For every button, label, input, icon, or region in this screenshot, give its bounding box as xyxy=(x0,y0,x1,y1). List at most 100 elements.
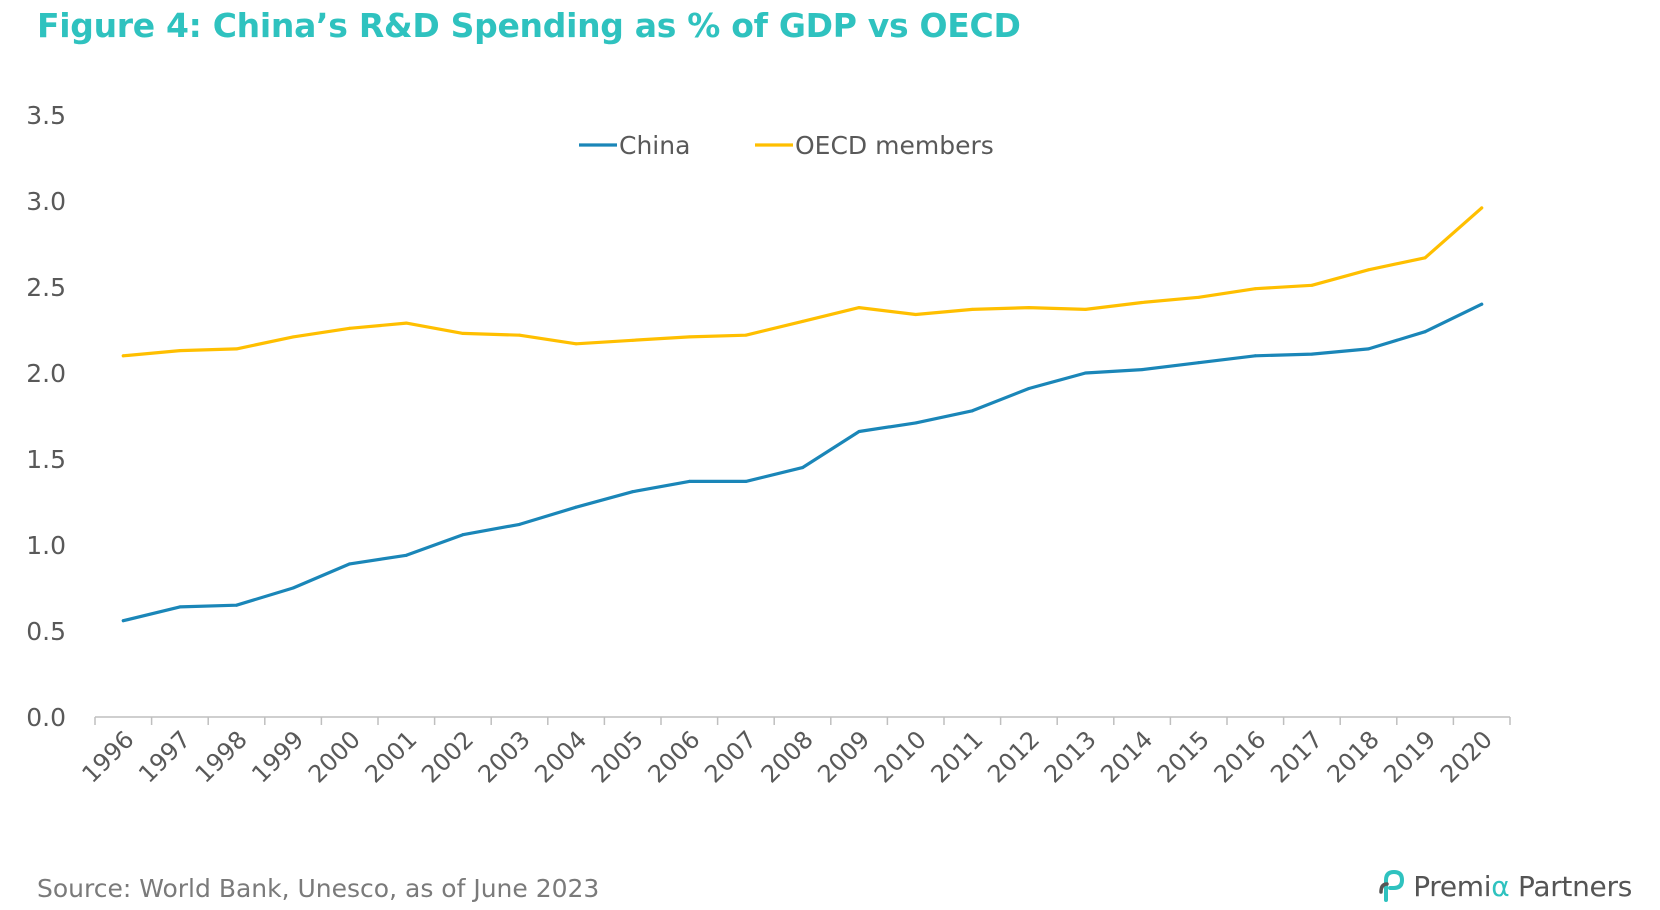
data-point-oecd xyxy=(574,342,578,346)
data-point-oecd xyxy=(744,333,748,337)
x-tick-label: 2016 xyxy=(1209,725,1272,788)
data-point-oecd xyxy=(1140,300,1144,304)
brand-name-accent: α xyxy=(1491,869,1510,903)
x-tick-label: 2010 xyxy=(869,725,932,788)
data-point-oecd xyxy=(404,321,408,325)
data-point-oecd xyxy=(970,307,974,311)
data-point-china xyxy=(235,603,238,607)
data-point-oecd xyxy=(1367,268,1370,272)
data-point-oecd xyxy=(801,319,804,323)
x-tick-label: 1996 xyxy=(77,725,140,788)
y-tick-label: 1.5 xyxy=(26,445,66,474)
y-tick-label: 0.5 xyxy=(26,617,66,646)
data-point-china xyxy=(1310,352,1314,356)
x-tick-label: 2004 xyxy=(529,725,592,788)
data-point-oecd xyxy=(1027,306,1031,310)
data-point-oecd xyxy=(914,313,918,317)
data-point-oecd xyxy=(687,335,691,339)
series-line-china xyxy=(121,302,1484,623)
data-point-oecd xyxy=(857,306,861,310)
data-point-china xyxy=(631,490,635,494)
series-lines xyxy=(121,206,1484,623)
data-point-china xyxy=(744,479,748,483)
data-point-oecd xyxy=(1197,295,1201,299)
data-point-oecd xyxy=(631,338,635,342)
data-point-china xyxy=(1480,302,1484,306)
data-point-china xyxy=(1084,371,1087,375)
x-tick-label: 1998 xyxy=(190,725,253,788)
chart-title: Figure 4: China’s R&D Spending as % of G… xyxy=(37,6,1021,45)
x-tick-label: 2014 xyxy=(1095,725,1158,788)
data-point-oecd xyxy=(348,326,352,330)
data-point-china xyxy=(348,562,352,566)
y-tick-label: 2.5 xyxy=(26,273,66,302)
x-tick-label: 2019 xyxy=(1378,725,1441,788)
data-point-oecd xyxy=(1253,287,1257,291)
x-tick-label: 2018 xyxy=(1322,725,1385,788)
data-point-china xyxy=(1423,330,1427,334)
data-point-china xyxy=(291,586,295,590)
data-point-oecd xyxy=(1480,206,1484,210)
data-point-china xyxy=(461,533,465,537)
x-tick-label: 2008 xyxy=(756,725,819,788)
data-point-china xyxy=(1253,354,1257,358)
x-tick-label: 2009 xyxy=(812,725,875,788)
data-point-oecd xyxy=(121,354,125,358)
data-point-oecd xyxy=(178,349,182,353)
brand-name: Premiα Partners xyxy=(1413,870,1632,903)
x-tick-label: 1999 xyxy=(246,725,309,788)
data-point-china xyxy=(857,429,861,433)
x-tick-label: 1997 xyxy=(133,725,196,788)
data-point-oecd xyxy=(291,335,295,339)
data-point-china xyxy=(970,409,974,413)
x-tick-label: 2013 xyxy=(1039,725,1102,788)
y-tick-label: 3.5 xyxy=(26,101,66,130)
source-note: Source: World Bank, Unesco, as of June 2… xyxy=(37,874,600,903)
x-axis: 1996199719981999200020012002200320042005… xyxy=(77,716,1511,788)
data-point-oecd xyxy=(235,347,238,351)
data-point-china xyxy=(121,619,125,623)
x-tick-label: 2017 xyxy=(1265,725,1328,788)
x-tick-label: 2001 xyxy=(360,725,423,788)
data-point-china xyxy=(1197,361,1201,365)
x-tick-label: 2006 xyxy=(643,725,706,788)
data-point-china xyxy=(178,605,182,609)
data-point-oecd xyxy=(461,331,465,335)
data-point-china xyxy=(801,466,804,470)
data-point-oecd xyxy=(1423,256,1427,260)
line-chart: 0.0 0.5 1.0 1.5 2.0 2.5 3.0 3.5 199619971998199… xyxy=(26,101,1511,788)
data-point-china xyxy=(1140,368,1144,372)
x-tick-label: 2000 xyxy=(303,725,366,788)
data-point-china xyxy=(404,553,408,557)
data-point-china xyxy=(1027,386,1031,390)
y-tick-label: 0.0 xyxy=(26,703,66,732)
y-tick-label: 1.0 xyxy=(26,531,66,560)
data-point-china xyxy=(914,421,918,425)
y-axis-ticks: 0.0 0.5 1.0 1.5 2.0 2.5 3.0 3.5 xyxy=(26,101,66,732)
legend-label: OECD members xyxy=(795,131,994,160)
x-tick-label: 2003 xyxy=(473,725,536,788)
data-point-china xyxy=(1367,347,1370,351)
data-point-china xyxy=(518,522,521,526)
x-tick-label: 2011 xyxy=(926,725,989,788)
x-tick-label: 2012 xyxy=(982,725,1045,788)
data-point-oecd xyxy=(1310,283,1314,287)
brand-logo: Premiα Partners xyxy=(1377,868,1632,904)
data-point-oecd xyxy=(518,333,521,337)
x-tick-label: 2020 xyxy=(1435,725,1498,788)
y-tick-label: 2.0 xyxy=(26,359,66,388)
data-point-oecd xyxy=(1084,307,1087,311)
brand-name-part2: Partners xyxy=(1509,869,1632,903)
data-point-china xyxy=(574,505,578,509)
x-tick-label: 2002 xyxy=(416,725,479,788)
legend: China OECD members xyxy=(579,131,994,160)
data-point-china xyxy=(687,479,691,483)
x-tick-label: 2005 xyxy=(586,725,649,788)
y-tick-label: 3.0 xyxy=(26,187,66,216)
x-tick-label: 2007 xyxy=(699,725,762,788)
brand-logo-icon xyxy=(1379,869,1405,902)
series-line-oecd xyxy=(121,206,1484,358)
legend-label: China xyxy=(619,131,690,160)
x-tick-label: 2015 xyxy=(1152,725,1215,788)
brand-name-part1: Premi xyxy=(1413,869,1492,903)
